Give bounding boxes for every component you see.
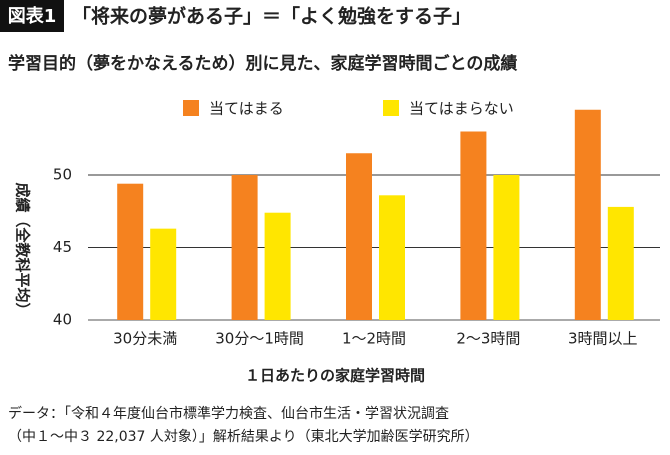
x-tick-label: 1～2時間 — [342, 330, 406, 348]
legend-swatch — [183, 100, 199, 116]
figure-label-box — [0, 0, 64, 32]
x-axis-label: １日あたりの家庭学習時間 — [245, 367, 425, 385]
x-tick-label: 2～3時間 — [456, 330, 520, 348]
chart-title: 「将来の夢がある子」＝「よく勉強をする子」 — [72, 5, 471, 28]
y-tick-label: 50 — [53, 166, 72, 184]
x-tick-label: 30分未満 — [113, 330, 177, 348]
note: データ：「令和４年度仙台市標準学力検査、仙台市生活・学習状況調査 — [8, 405, 449, 422]
legend-swatch — [383, 100, 399, 116]
bar — [346, 153, 372, 320]
bar — [607, 206, 634, 320]
x-tick-label: 30分～1時間 — [215, 330, 304, 348]
bar — [117, 183, 144, 320]
bar — [150, 228, 177, 320]
bar — [379, 195, 405, 320]
bar — [264, 212, 291, 320]
legend-label: 当てはまる — [209, 100, 284, 118]
x-tick-label: 3時間以上 — [568, 330, 638, 348]
bar — [574, 109, 601, 320]
bar — [231, 175, 258, 320]
note: （中１～中３ 22,037 人対象）」解析結果より（東北大学加齢医学研究所） — [8, 429, 479, 445]
chart-subtitle: 学習目的（夢をかなえるため）別に見た、家庭学習時間ごとの成績 — [8, 53, 517, 74]
y-axis-label: 成績（全教科平均） — [14, 182, 32, 317]
y-tick-label: 45 — [53, 238, 72, 256]
figure-label: 図表1 — [8, 5, 57, 27]
y-tick-label: 40 — [53, 311, 72, 329]
bar — [493, 175, 520, 320]
bar — [460, 131, 487, 320]
legend-label: 当てはまらない — [409, 100, 514, 118]
